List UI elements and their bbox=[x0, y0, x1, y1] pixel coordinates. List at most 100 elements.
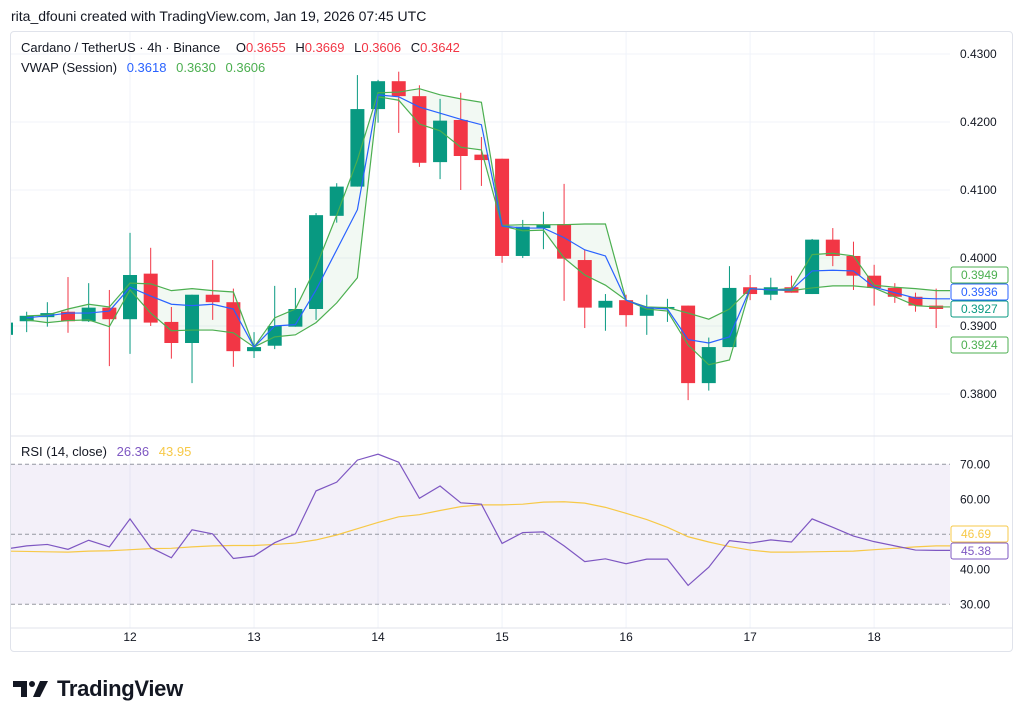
candle-down bbox=[205, 260, 220, 320]
price-value-label-box bbox=[950, 300, 1009, 318]
candle-body bbox=[453, 119, 468, 156]
rsi-ma-value-label-box bbox=[950, 525, 1009, 543]
vwap-line bbox=[26, 94, 950, 349]
symbol-legend: Cardano / TetherUS · 4h · Binance O0.365… bbox=[21, 40, 460, 55]
vwap-upper-value: 0.3630 bbox=[176, 60, 216, 75]
candle-down bbox=[825, 228, 840, 267]
candle-body bbox=[577, 260, 592, 308]
candle-body bbox=[123, 275, 138, 320]
rsi-value: 26.36 bbox=[116, 444, 150, 459]
vwap-value: 0.3618 bbox=[126, 60, 167, 75]
candle-body bbox=[619, 300, 634, 316]
time-axis-label: 16 bbox=[619, 630, 633, 644]
candle-up bbox=[288, 287, 303, 327]
candle-body bbox=[825, 239, 840, 256]
price-axis-label: 0.4300 bbox=[960, 47, 997, 61]
candle-body bbox=[288, 309, 303, 327]
rsi-axis-label: 60.00 bbox=[960, 492, 990, 506]
brand-name: TradingView bbox=[57, 676, 183, 701]
candle-body bbox=[164, 321, 179, 343]
ohlc-close-value: 0.3642 bbox=[420, 40, 460, 55]
ohlc-close-key: C bbox=[410, 40, 421, 55]
candle-body bbox=[102, 307, 117, 320]
candle-body bbox=[350, 109, 365, 187]
rsi-line bbox=[11, 453, 950, 587]
candle-down bbox=[453, 92, 468, 190]
tradingview-logo-icon bbox=[13, 681, 48, 697]
candle-body bbox=[639, 306, 654, 316]
candle-down bbox=[412, 85, 427, 167]
ohlc-high-key: H bbox=[295, 40, 305, 55]
attribution: rita_dfouni created with TradingView.com… bbox=[11, 8, 427, 24]
candle-down bbox=[61, 277, 76, 333]
time-axis-label: 18 bbox=[867, 630, 881, 644]
rsi-ma-value: 43.95 bbox=[158, 444, 192, 459]
rsi-ma-value-label-text: 46.69 bbox=[961, 527, 991, 541]
price-axis-label: 0.3900 bbox=[960, 319, 997, 333]
price-axis-label: 0.4000 bbox=[960, 251, 997, 265]
candle-body bbox=[846, 255, 861, 276]
price-value-label-box bbox=[950, 266, 1009, 284]
rsi-legend[interactable]: RSI (14, close) 26.36 43.95 bbox=[21, 444, 191, 459]
grid bbox=[11, 32, 1012, 629]
candle-up bbox=[639, 294, 654, 335]
rsi-ma-value-label: 46.69 bbox=[950, 525, 1009, 543]
candle-body bbox=[557, 224, 572, 259]
candle-body bbox=[908, 296, 923, 306]
price-plot bbox=[11, 71, 950, 401]
candle-down bbox=[474, 136, 489, 186]
time-axis-label: 12 bbox=[123, 630, 137, 644]
candle-body bbox=[474, 154, 489, 161]
chart-panel bbox=[10, 31, 1013, 652]
candle-body bbox=[598, 300, 613, 308]
symbol-title: Cardano / TetherUS · 4h · Binance bbox=[21, 40, 221, 55]
candle-body bbox=[433, 120, 448, 163]
rsi-axis-label: 70.00 bbox=[960, 457, 990, 471]
candle-body bbox=[143, 273, 158, 323]
candle-body bbox=[329, 186, 344, 216]
price-value-label-text: 0.3927 bbox=[961, 302, 998, 316]
candle-body bbox=[19, 315, 34, 322]
candle-body bbox=[805, 239, 820, 295]
vwap-upper-band-line bbox=[26, 88, 950, 349]
rsi-axis-label: 30.00 bbox=[960, 597, 990, 611]
axes: 12 13 14 15 16 17 18 0.4300 0.4200 0.4100 0.4000 0.… bbox=[123, 47, 1009, 644]
price-value-label-box bbox=[950, 336, 1009, 354]
price-value-label: 0.3936 bbox=[950, 283, 1009, 301]
ohlc-low-key: L bbox=[354, 40, 362, 55]
time-axis-label: 17 bbox=[743, 630, 757, 644]
candle-down bbox=[143, 247, 158, 326]
candle-body bbox=[11, 322, 13, 335]
candle-body bbox=[515, 226, 530, 256]
vwap-legend[interactable]: VWAP (Session) 0.3618 0.3630 0.3606 bbox=[21, 60, 265, 75]
candle-up bbox=[350, 75, 365, 187]
candle-body bbox=[247, 347, 262, 352]
price-value-label-box bbox=[950, 283, 1009, 301]
vwap-lower-band-line bbox=[26, 96, 950, 366]
candle-up bbox=[247, 332, 262, 358]
candle-up bbox=[805, 238, 820, 295]
candle-up bbox=[763, 277, 778, 301]
rsi-lines bbox=[11, 453, 950, 587]
candle-body bbox=[81, 307, 96, 322]
ohlc-open-key: O bbox=[235, 40, 246, 55]
candle-body bbox=[185, 294, 200, 343]
price-value-label: 0.3924 bbox=[950, 336, 1009, 354]
candle-body bbox=[61, 311, 76, 322]
candle-down bbox=[495, 158, 510, 263]
time-axis-label: 13 bbox=[247, 630, 261, 644]
price-value-label-text: 0.3936 bbox=[961, 285, 998, 299]
candle-down bbox=[557, 183, 572, 301]
rsi-pane bbox=[11, 453, 950, 605]
candle-body bbox=[536, 224, 551, 229]
candle-up bbox=[515, 219, 530, 258]
candle-down bbox=[102, 289, 117, 367]
price-value-label: 0.3927 bbox=[950, 300, 1009, 318]
time-axis-label: 15 bbox=[495, 630, 509, 644]
candle-up bbox=[433, 98, 448, 180]
tradingview-brand[interactable]: TradingView bbox=[13, 676, 183, 702]
rsi-value-label: 45.38 bbox=[950, 542, 1009, 560]
candle-body bbox=[391, 81, 406, 97]
rsi-label: RSI (14, close) bbox=[21, 444, 107, 459]
